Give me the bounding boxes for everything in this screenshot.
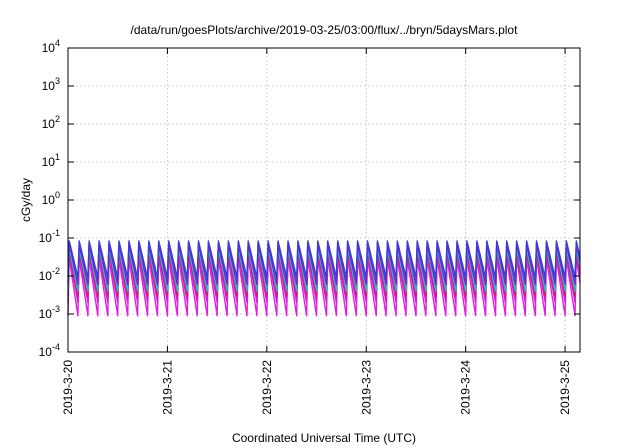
series-line [67,252,581,304]
series-line [67,250,581,297]
x-tick-label: 2019-3-22 [260,360,274,415]
grid-lines [68,48,580,352]
y-tick-label: 100 [42,190,60,207]
x-axis-title: Coordinated Universal Time (UTC) [232,431,416,445]
series-line [67,243,581,286]
x-tick-label: 2019-3-20 [61,360,75,415]
y-tick-label: 101 [42,152,60,169]
y-tick-label: 10-3 [39,304,60,321]
series-line [67,247,581,292]
y-tick-label: 10-1 [39,228,60,245]
x-tick-label: 2019-3-25 [558,360,572,415]
y-axis-title: cGy/day [19,178,33,222]
chart-title: /data/run/goesPlots/archive/2019-03-25/0… [131,23,519,37]
x-tick-label: 2019-3-24 [459,360,473,415]
y-tick-label: 10-2 [39,266,60,283]
series-line [67,240,581,279]
ticks [67,47,580,353]
y-tick-label: 103 [42,76,60,93]
y-tick-label: 104 [42,38,60,55]
x-tick-label: 2019-3-23 [359,360,373,415]
x-tick-label: 2019-3-21 [160,360,174,415]
y-tick-label: 102 [42,114,60,131]
data-series [67,240,581,317]
x-tick-labels: 2019-3-20 2019-3-21 2019-3-22 2019-3-23 2019… [61,360,572,415]
y-tick-labels: 104 103 102 101 100 10-1 10-2 10-3 10-4 [39,38,60,359]
series-line [67,257,581,317]
y-tick-label: 10-4 [39,342,60,359]
